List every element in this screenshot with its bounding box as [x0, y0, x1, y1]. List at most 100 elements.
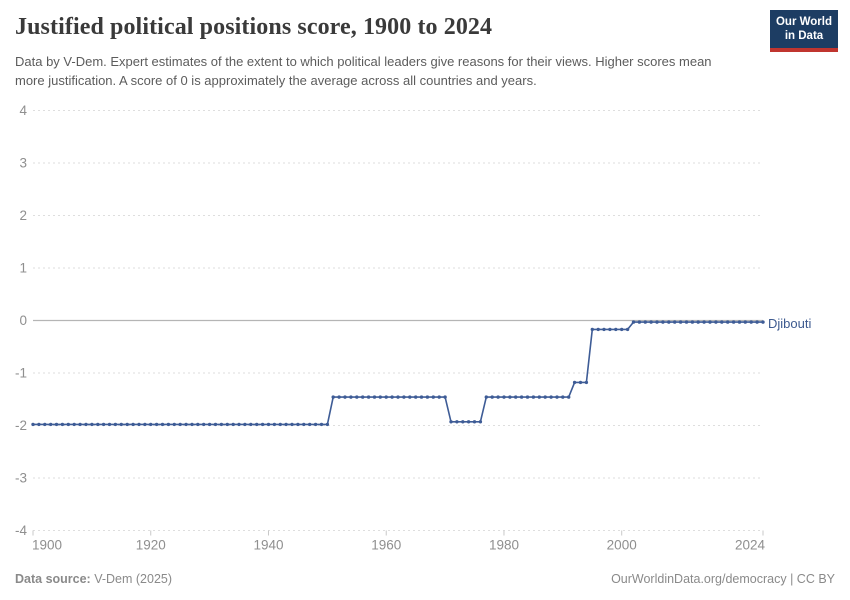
data-point[interactable]: [543, 395, 547, 399]
data-point[interactable]: [731, 320, 736, 324]
data-point[interactable]: [355, 395, 359, 399]
data-point[interactable]: [519, 395, 524, 399]
data-point[interactable]: [260, 422, 265, 427]
data-point[interactable]: [331, 395, 335, 399]
data-point[interactable]: [572, 380, 577, 385]
data-point[interactable]: [625, 327, 630, 332]
data-point[interactable]: [101, 422, 106, 427]
data-point[interactable]: [714, 320, 718, 324]
data-point[interactable]: [490, 395, 494, 399]
data-point[interactable]: [590, 327, 594, 332]
data-point[interactable]: [119, 422, 124, 427]
data-point[interactable]: [737, 320, 742, 324]
data-point[interactable]: [190, 422, 194, 427]
data-point[interactable]: [154, 422, 159, 427]
data-point[interactable]: [667, 320, 671, 324]
data-point[interactable]: [561, 395, 565, 399]
data-point[interactable]: [272, 422, 277, 427]
data-point[interactable]: [696, 320, 700, 324]
data-point[interactable]: [372, 395, 377, 399]
data-point[interactable]: [290, 422, 294, 427]
data-point[interactable]: [690, 320, 695, 324]
data-point[interactable]: [673, 320, 677, 324]
data-point[interactable]: [567, 395, 571, 399]
data-point[interactable]: [349, 395, 353, 399]
data-point[interactable]: [402, 395, 406, 399]
data-point[interactable]: [596, 327, 600, 332]
data-point[interactable]: [655, 320, 659, 324]
data-point[interactable]: [184, 422, 188, 427]
data-point[interactable]: [414, 395, 418, 399]
data-point[interactable]: [196, 422, 200, 427]
data-point[interactable]: [131, 422, 135, 427]
data-point[interactable]: [160, 422, 165, 427]
data-point[interactable]: [125, 422, 129, 427]
data-point[interactable]: [249, 422, 253, 427]
data-point[interactable]: [649, 320, 653, 324]
data-point[interactable]: [390, 395, 394, 399]
data-point[interactable]: [78, 422, 82, 427]
data-point[interactable]: [137, 422, 141, 427]
data-point[interactable]: [172, 422, 176, 427]
data-point[interactable]: [472, 420, 477, 424]
data-point[interactable]: [449, 420, 453, 424]
data-point[interactable]: [484, 395, 488, 399]
data-point[interactable]: [243, 422, 247, 427]
data-point[interactable]: [726, 320, 730, 324]
data-point[interactable]: [319, 422, 324, 427]
data-point[interactable]: [225, 422, 229, 427]
data-point[interactable]: [308, 422, 312, 427]
data-point[interactable]: [378, 395, 382, 399]
data-point[interactable]: [496, 395, 500, 399]
data-point[interactable]: [325, 422, 330, 427]
data-point[interactable]: [54, 422, 59, 427]
data-point[interactable]: [90, 422, 94, 427]
data-point[interactable]: [113, 422, 118, 427]
data-point[interactable]: [166, 422, 171, 427]
data-point[interactable]: [602, 327, 606, 332]
data-point[interactable]: [60, 422, 65, 427]
data-point[interactable]: [149, 422, 153, 427]
data-point[interactable]: [231, 422, 235, 427]
owid-logo[interactable]: Our World in Data: [770, 10, 838, 52]
data-point[interactable]: [284, 422, 288, 427]
data-point[interactable]: [84, 422, 88, 427]
data-point[interactable]: [531, 395, 536, 399]
data-point[interactable]: [266, 422, 271, 427]
data-point[interactable]: [702, 320, 706, 324]
data-point[interactable]: [431, 395, 435, 399]
data-point[interactable]: [72, 422, 76, 427]
data-point[interactable]: [219, 422, 224, 427]
data-point[interactable]: [584, 380, 589, 385]
data-point[interactable]: [296, 422, 300, 427]
data-point[interactable]: [684, 320, 689, 324]
data-point[interactable]: [631, 320, 636, 324]
data-point[interactable]: [502, 395, 506, 399]
data-point[interactable]: [720, 320, 724, 324]
data-point[interactable]: [443, 395, 447, 399]
data-point[interactable]: [49, 422, 53, 427]
data-point[interactable]: [396, 395, 400, 399]
data-point[interactable]: [549, 395, 553, 399]
data-point[interactable]: [608, 327, 612, 332]
data-point[interactable]: [708, 320, 712, 324]
data-point[interactable]: [178, 422, 182, 427]
data-point[interactable]: [643, 320, 647, 324]
series-label-djibouti[interactable]: Djibouti: [768, 316, 812, 331]
data-point[interactable]: [637, 320, 642, 324]
data-point[interactable]: [255, 422, 259, 427]
data-point[interactable]: [455, 420, 459, 424]
data-point[interactable]: [555, 395, 559, 399]
data-point[interactable]: [237, 422, 241, 427]
footer-link[interactable]: OurWorldinData.org/democracy | CC BY: [611, 572, 835, 586]
data-point[interactable]: [107, 422, 112, 427]
data-point[interactable]: [384, 395, 388, 399]
data-point[interactable]: [461, 420, 465, 424]
data-point[interactable]: [537, 395, 541, 399]
data-point[interactable]: [419, 395, 424, 399]
data-point[interactable]: [343, 395, 347, 399]
data-point[interactable]: [508, 395, 512, 399]
data-point[interactable]: [620, 327, 624, 332]
data-point[interactable]: [678, 320, 683, 324]
data-point[interactable]: [361, 395, 365, 399]
